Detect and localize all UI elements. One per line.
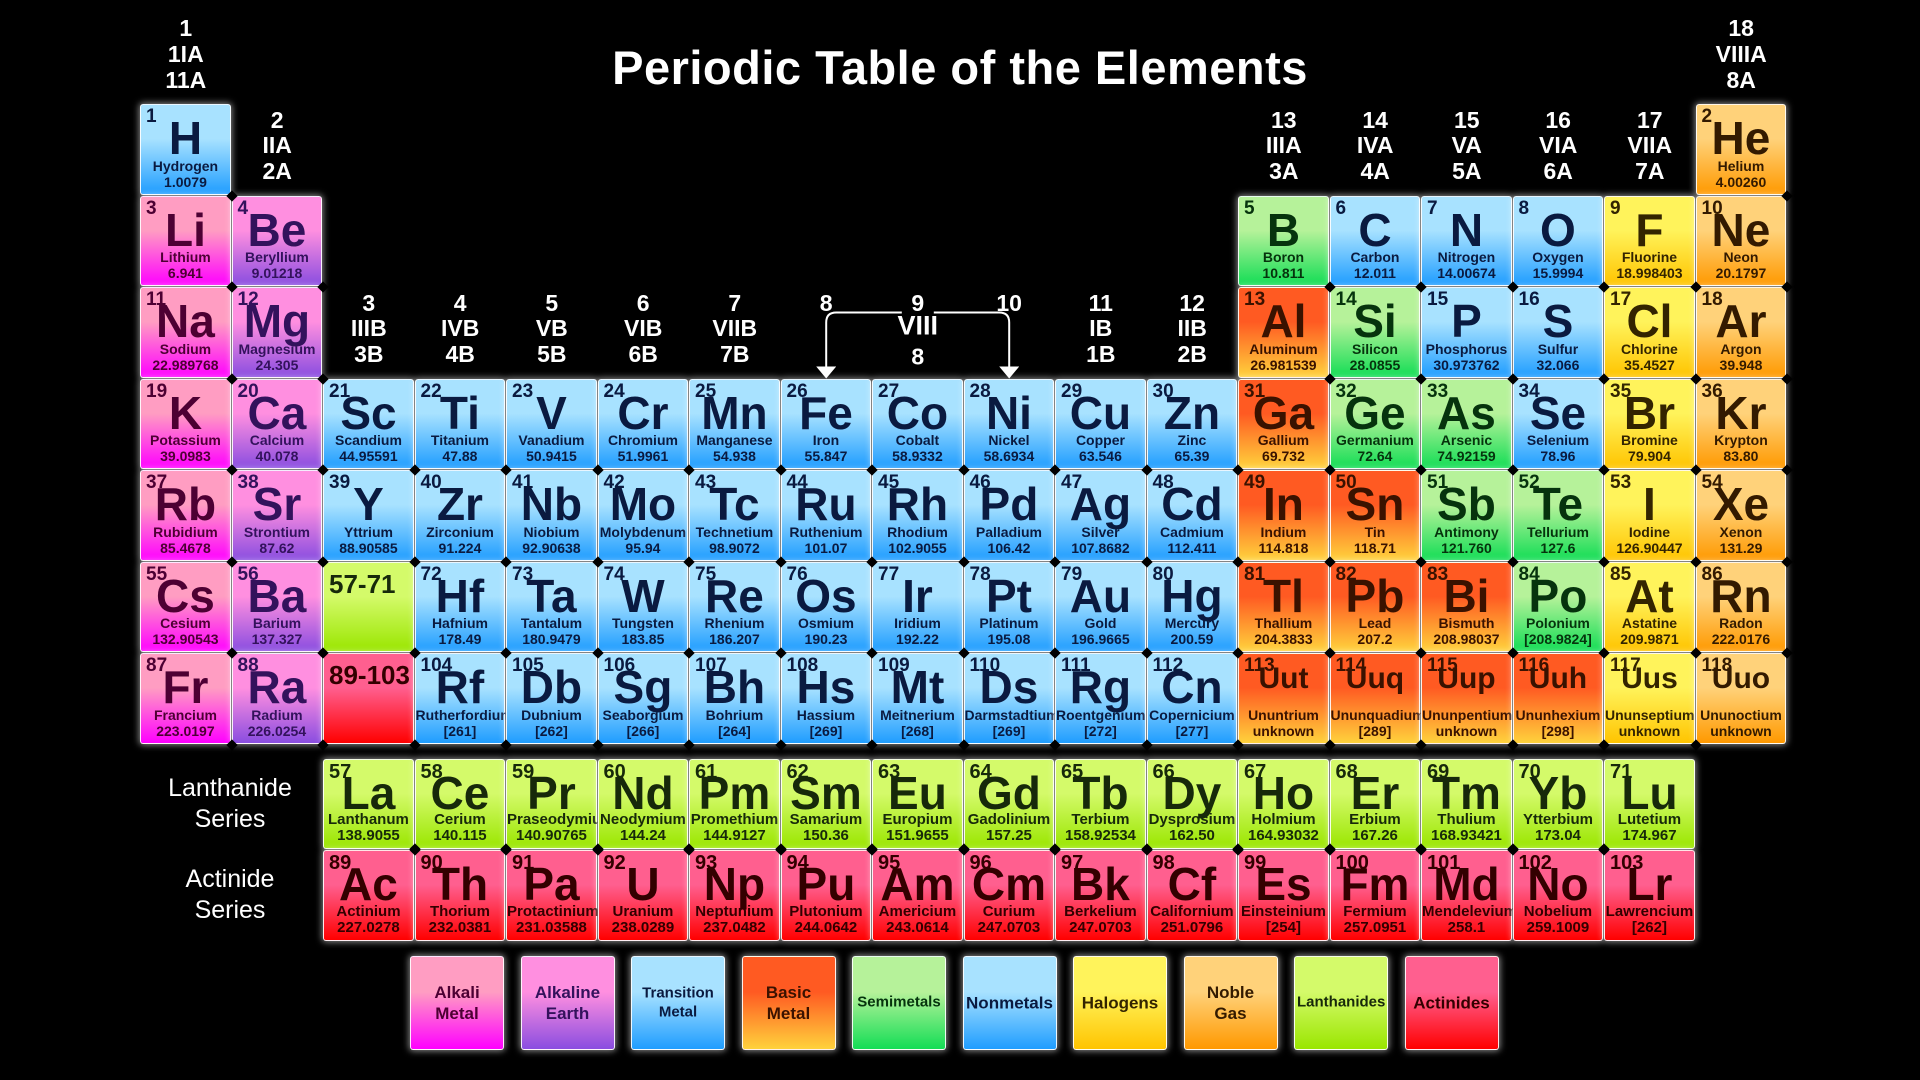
svg-text:8: 8 — [911, 344, 924, 370]
